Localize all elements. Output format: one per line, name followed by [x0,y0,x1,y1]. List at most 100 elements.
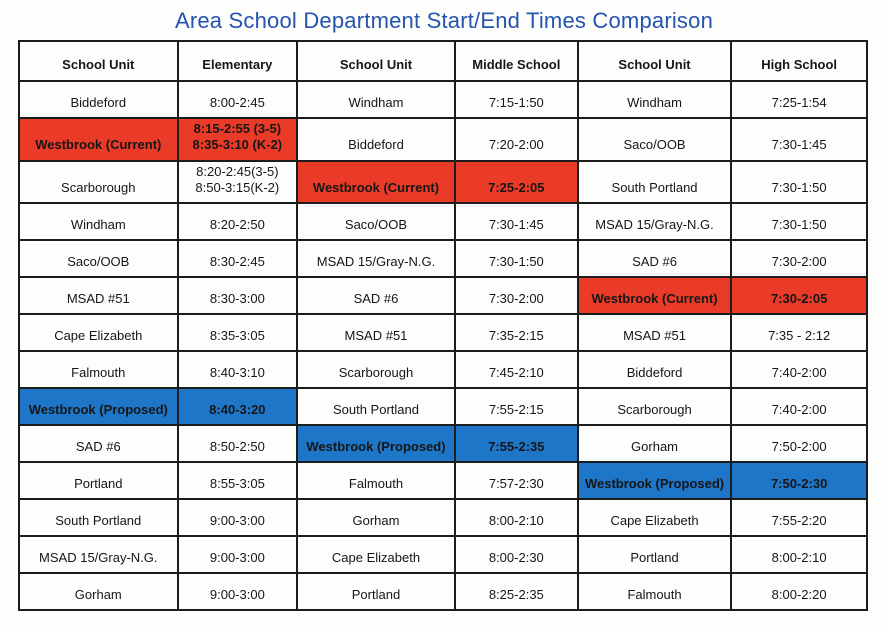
header-school-unit-2: School Unit [296,40,456,82]
school-unit-cell: Portland [18,461,179,500]
school-unit-cell: Westbrook (Proposed) [18,387,179,426]
time-cell: 7:25-1:54 [730,80,868,119]
time-cell: 7:55-2:35 [453,424,579,463]
time-cell: 7:35-2:15 [453,313,579,352]
time-cell: 7:40-2:00 [730,350,868,389]
school-unit-cell: SAD #6 [296,276,456,315]
table-row: Portland 8:55-3:05 Falmouth 7:57-2:30 Westbr… [18,461,868,500]
time-cell: 8:40-3:20 [176,387,299,426]
time-cell: 8:35-3:05 [176,313,299,352]
school-unit-cell: Gorham [18,572,179,611]
time-cell: 7:30-1:50 [453,239,579,278]
school-unit-cell: MSAD #51 [576,313,733,352]
time-cell: 8:15-2:55 (3-5) 8:35-3:10 (K-2) [176,117,299,162]
time-cell: 8:00-2:20 [730,572,868,611]
school-unit-cell: Gorham [296,498,456,537]
table-row: Westbrook (Proposed) 8:40-3:20 South Portl… [18,387,868,426]
time-cell: 7:57-2:30 [453,461,579,500]
time-cell: 7:55-2:15 [453,387,579,426]
time-cell: 9:00-3:00 [176,535,299,574]
school-unit-cell: Saco/OOB [576,117,733,162]
school-unit-cell: Falmouth [296,461,456,500]
time-cell: 7:50-2:30 [730,461,868,500]
table-row: Westbrook (Current) 8:15-2:55 (3-5) 8:35-… [18,117,868,162]
time-cell: 8:00-2:30 [453,535,579,574]
time-cell: 8:40-3:10 [176,350,299,389]
school-unit-cell: MSAD #51 [296,313,456,352]
header-row: School Unit Elementary School Unit Middl… [18,40,868,82]
school-unit-cell: Windham [576,80,733,119]
school-unit-cell: Westbrook (Proposed) [576,461,733,500]
school-unit-cell: MSAD 15/Gray-N.G. [18,535,179,574]
school-unit-cell: MSAD 15/Gray-N.G. [296,239,456,278]
table-row: SAD #6 8:50-2:50 Westbrook (Proposed) 7:55-… [18,424,868,463]
school-unit-cell: Windham [18,202,179,241]
table-row: Saco/OOB 8:30-2:45 MSAD 15/Gray-N.G. 7:30-1… [18,239,868,278]
header-elementary: Elementary [176,40,299,82]
school-unit-cell: Westbrook (Current) [18,117,179,162]
school-unit-cell: Westbrook (Current) [576,276,733,315]
time-cell: 8:00-2:10 [453,498,579,537]
table-row: Scarborough 8:20-2:45(3-5) 8:50-3:15(K-2)… [18,159,868,204]
comparison-table: School Unit Elementary School Unit Middl… [18,40,868,611]
time-cell: 8:00-2:10 [730,535,868,574]
time-cell: 7:50-2:00 [730,424,868,463]
table-row: Cape Elizabeth 8:35-3:05 MSAD #51 7:35-2:15… [18,313,868,352]
header-school-unit-1: School Unit [18,40,179,82]
school-unit-cell: MSAD #51 [18,276,179,315]
school-unit-cell: Portland [296,572,456,611]
school-unit-cell: Windham [296,80,456,119]
school-unit-cell: MSAD 15/Gray-N.G. [576,202,733,241]
table-row: South Portland 9:00-3:00 Gorham 8:00-2:10 Ca… [18,498,868,537]
table-row: MSAD 15/Gray-N.G. 9:00-3:00 Cape Elizabeth… [18,535,868,574]
school-unit-cell: Saco/OOB [296,202,456,241]
school-unit-cell: SAD #6 [576,239,733,278]
time-cell: 7:30-2:05 [730,276,868,315]
school-unit-cell: SAD #6 [18,424,179,463]
time-cell: 7:15-1:50 [453,80,579,119]
school-unit-cell: Biddeford [296,117,456,162]
school-unit-cell: Saco/OOB [18,239,179,278]
school-unit-cell: South Portland [296,387,456,426]
school-unit-cell: Falmouth [576,572,733,611]
time-cell: 7:25-2:05 [453,159,579,204]
school-unit-cell: Cape Elizabeth [296,535,456,574]
school-unit-cell: Scarborough [576,387,733,426]
header-high-school: High School [730,40,868,82]
page-title: Area School Department Start/End Times C… [174,8,714,33]
time-cell: 8:30-2:45 [176,239,299,278]
school-unit-cell: Portland [576,535,733,574]
time-cell: 8:00-2:45 [176,80,299,119]
time-cell: 8:30-3:00 [176,276,299,315]
time-cell: 9:00-3:00 [176,572,299,611]
time-cell: 8:20-2:50 [176,202,299,241]
school-unit-cell: Biddeford [576,350,733,389]
school-unit-cell: Scarborough [18,159,179,204]
school-unit-cell: Cape Elizabeth [18,313,179,352]
school-unit-cell: Cape Elizabeth [576,498,733,537]
time-cell: 7:20-2:00 [453,117,579,162]
time-cell: 7:30-2:00 [453,276,579,315]
table-row: MSAD #51 8:30-3:00 SAD #6 7:30-2:00 Westbroo… [18,276,868,315]
time-cell: 7:30-1:50 [730,202,868,241]
time-cell: 7:30-1:50 [730,159,868,204]
school-unit-cell: South Portland [576,159,733,204]
time-cell: 7:30-2:00 [730,239,868,278]
table-row: Windham 8:20-2:50 Saco/OOB 7:30-1:45 MSAD 15… [18,202,868,241]
time-cell: 7:55-2:20 [730,498,868,537]
school-unit-cell: Biddeford [18,80,179,119]
header-middle-school: Middle School [453,40,579,82]
time-cell: 7:30-1:45 [453,202,579,241]
time-cell: 9:00-3:00 [176,498,299,537]
time-cell: 7:30-1:45 [730,117,868,162]
school-unit-cell: Westbrook (Proposed) [296,424,456,463]
time-cell: 8:20-2:45(3-5) 8:50-3:15(K-2) [176,159,299,204]
time-cell: 7:45-2:10 [453,350,579,389]
school-unit-cell: Gorham [576,424,733,463]
table-row: Biddeford 8:00-2:45 Windham 7:15-1:50 Windha… [18,80,868,119]
time-cell: 7:40-2:00 [730,387,868,426]
table-row: Gorham 9:00-3:00 Portland 8:25-2:35 Falmouth… [18,572,868,611]
header-school-unit-3: School Unit [576,40,733,82]
school-unit-cell: Westbrook (Current) [296,159,456,204]
time-cell: 8:55-3:05 [176,461,299,500]
